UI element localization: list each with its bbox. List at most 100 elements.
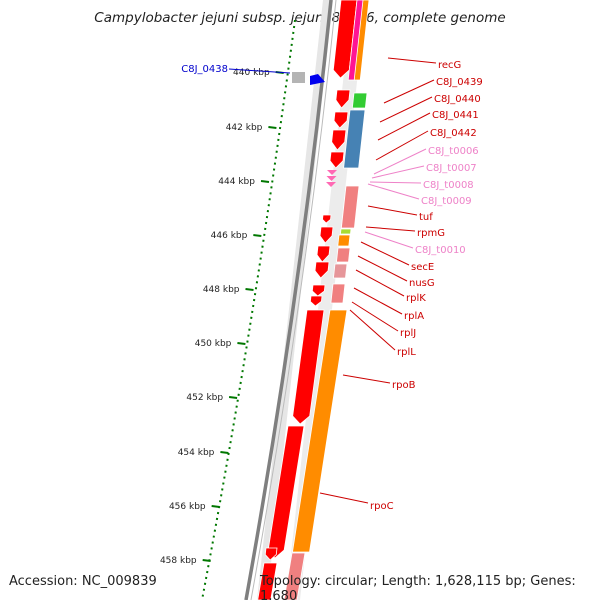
- gene-label-tuf: tuf: [419, 212, 433, 223]
- gene-label-C8J_0438: C8J_0438: [181, 64, 228, 75]
- gene-label-leader: [365, 226, 416, 232]
- gene-labels: recG C8J_0439 C8J_0440 C8J_0441 C8J_0442 C8J_…: [181, 57, 483, 512]
- gene-block-rplK: [314, 261, 330, 279]
- gene-label-C8J_0439: C8J_0439: [436, 77, 483, 88]
- gene-label-C8J_t0007: C8J_t0007: [426, 163, 477, 174]
- ruler-tick-label: 456 kbp: [169, 502, 206, 512]
- ruler-line: [201, 19, 296, 600]
- gene-label-leader: [369, 181, 422, 184]
- category-block-rplA: [330, 283, 346, 304]
- category-block-rpmG: [340, 228, 352, 235]
- ruler-tick-label: 450 kbp: [195, 339, 232, 349]
- gene-label-leader: [373, 148, 427, 175]
- category-block-tuf: [340, 185, 360, 229]
- gene-label-C8J_t0008: C8J_t0008: [423, 180, 474, 191]
- backbone-edge: [250, 0, 337, 600]
- gene-block-nusG: [316, 245, 331, 263]
- gene-block-rpoB: [292, 309, 325, 425]
- gene-block-rplJ: [309, 295, 323, 307]
- category-block-rpoB: [292, 309, 348, 553]
- feature-tracks: [257, 0, 370, 600]
- gene-block-C8J_0440: [333, 111, 349, 129]
- gene-label-C8J_t0009: C8J_t0009: [421, 196, 472, 207]
- gene-label-leader: [228, 68, 291, 74]
- gene-block-small: [264, 547, 278, 561]
- gene-label-leader: [375, 130, 429, 161]
- gene-label-nusG: nusG: [409, 278, 435, 289]
- gene-label-leader: [367, 205, 418, 216]
- gene-block-tuf: [322, 214, 332, 224]
- gene-label-leader: [360, 241, 410, 266]
- gene-label-leader: [387, 57, 437, 64]
- gene-label-rplK: rplK: [406, 293, 426, 304]
- gene-block-C8J_0441: [331, 129, 347, 151]
- ruler-tick: [268, 126, 277, 129]
- ruler-tick: [253, 234, 262, 237]
- gene-label-C8J_t0010: C8J_t0010: [415, 245, 466, 256]
- ruler-tick-label: 440 kbp: [233, 68, 270, 78]
- gene-label-C8J_0442: C8J_0442: [430, 128, 477, 139]
- ruler-tick-label: 448 kbp: [203, 285, 240, 295]
- ruler-tick: [260, 180, 270, 183]
- category-block-C8J_0439: [351, 92, 368, 109]
- gene-label-leader: [364, 231, 414, 249]
- gene-label-leader: [355, 269, 405, 297]
- gene-label-leader: [379, 96, 433, 123]
- ruler: 440 kbp 442 kbp 444 kbp 446 kbp 448 kbp 450 k…: [160, 19, 296, 600]
- gene-block-recG: [332, 0, 358, 79]
- gene-label-leader: [377, 112, 431, 141]
- ruler-tick-label: 444 kbp: [218, 177, 255, 187]
- gene-label-C8J_0441: C8J_0441: [432, 110, 479, 121]
- gene-block-rpoC: [267, 425, 305, 559]
- category-block-C8J_0440: [343, 109, 366, 169]
- gene-label-secE: secE: [411, 262, 434, 273]
- gene-label-leader: [367, 183, 420, 200]
- gene-label-recG: recG: [438, 60, 461, 71]
- gene-block-C8J_0442: [329, 151, 345, 169]
- gene-label-leader: [383, 79, 435, 104]
- gene-label-leader: [319, 492, 369, 504]
- gene-label-leader: [353, 287, 403, 315]
- ruler-tick-label: 458 kbp: [160, 556, 197, 566]
- gene-block-next: [257, 562, 278, 600]
- category-block-secE: [337, 234, 351, 247]
- gene-label-rpoC: rpoC: [370, 501, 394, 512]
- gene-block-C8J_0438-grey: [292, 72, 305, 83]
- ruler-tick-label: 454 kbp: [178, 448, 215, 458]
- gene-label-rplJ: rplJ: [400, 328, 416, 339]
- category-block-rpoC-tail: [283, 552, 306, 600]
- map-title: Campylobacter jejuni subsp. jejuni 81116…: [94, 10, 506, 26]
- gene-block-trna: [326, 182, 336, 187]
- genome-backbone: [244, 0, 333, 600]
- ruler-tick: [220, 451, 229, 454]
- accession-label: Accession: NC_009839: [9, 574, 157, 589]
- gene-label-rplA: rplA: [404, 311, 424, 322]
- gene-label-leader: [371, 165, 425, 179]
- ruler-tick-label: 442 kbp: [226, 123, 263, 133]
- gene-label-rpmG: rpmG: [417, 228, 445, 239]
- gene-label-C8J_t0006: C8J_t0006: [428, 146, 479, 157]
- gene-block-secE: [319, 226, 334, 244]
- ruler-tick: [228, 396, 238, 399]
- ruler-tick: [211, 505, 220, 508]
- gene-label-leader: [342, 374, 391, 384]
- category-block-rplK: [333, 263, 348, 279]
- ruler-tick-label: 452 kbp: [186, 393, 223, 403]
- category-block-nusG: [336, 247, 351, 263]
- gene-label-rplL: rplL: [397, 347, 416, 358]
- gene-label-leader: [351, 301, 399, 332]
- gene-block-rplA: [311, 284, 326, 297]
- gene-label-leader: [349, 309, 396, 351]
- gene-label-C8J_0440: C8J_0440: [434, 94, 481, 105]
- gene-block-C8J_0439: [335, 89, 351, 109]
- ruler-tick-label: 446 kbp: [211, 231, 248, 241]
- category-block-recG-2: [353, 0, 370, 81]
- ruler-tick: [237, 342, 246, 345]
- gene-block-trna: [326, 176, 337, 181]
- gene-label-leader: [357, 255, 408, 282]
- topology-label: Topology: circular; Length: 1,628,115 bp…: [260, 574, 576, 600]
- gene-block-C8J_0438: [310, 74, 325, 85]
- ruler-tick: [245, 288, 254, 291]
